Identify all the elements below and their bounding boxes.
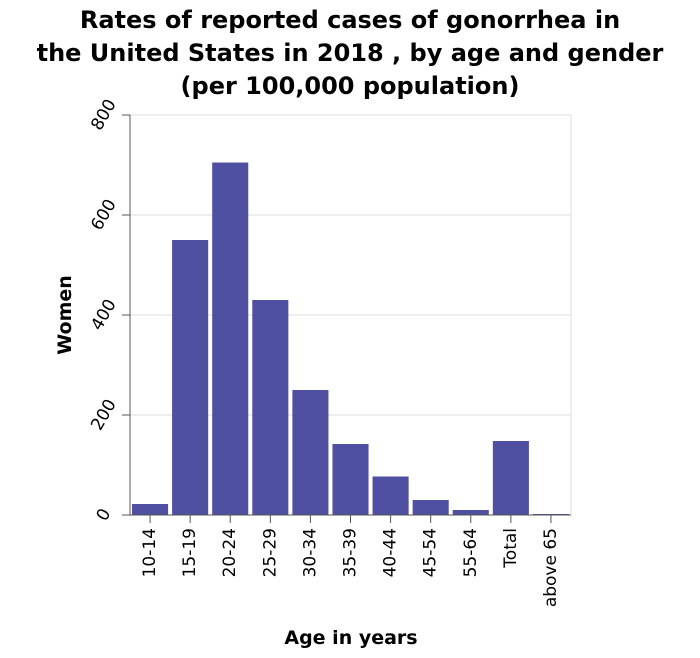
x-tick-label: 15-19 [180,528,200,577]
bar-55-64 [452,510,489,515]
x-tick-label: 40-44 [381,528,401,577]
bar-45-54 [412,500,449,515]
bar-35-39 [332,444,369,515]
x-tick-label: 35-39 [341,528,361,577]
y-tick-label: 800 [87,96,121,134]
y-tick-label: 0 [93,505,116,524]
bar-10-14 [132,504,169,515]
y-tick-label: 600 [87,196,121,234]
bar-Total [492,441,529,515]
y-axis-title: Women [54,275,76,355]
chart-title-line-3: (per 100,000 population) [180,72,520,100]
axes [122,114,571,523]
bar-40-44 [372,476,409,515]
chart-title-line-1: Rates of reported cases of gonorrhea in [79,6,621,34]
x-tick-label: 10-14 [140,528,160,577]
bar-30-34 [292,390,329,515]
chart-title-line-2: the United States in 2018 , by age and g… [36,39,664,67]
bar-25-29 [252,300,289,515]
bar-20-24 [212,162,249,515]
x-tick-label: Total [501,528,521,569]
x-tick-label: 55-64 [461,528,481,577]
x-tick-label: 20-24 [220,528,240,577]
tick-labels: 0 200 400 600 800 10-14 15-19 20-24 25-29 30-34 35… [87,96,561,607]
bars [132,162,569,515]
x-tick-label: above 65 [541,528,561,607]
x-tick-label: 25-29 [260,528,280,577]
bar-15-19 [172,240,209,515]
y-tick-label: 200 [87,396,121,434]
x-tick-label: 45-54 [421,528,441,577]
chart-title: Rates of reported cases of gonorrhea in … [0,4,700,103]
y-tick-label: 400 [87,296,121,334]
x-tick-label: 30-34 [300,528,320,577]
x-axis-title: Age in years [284,627,417,649]
